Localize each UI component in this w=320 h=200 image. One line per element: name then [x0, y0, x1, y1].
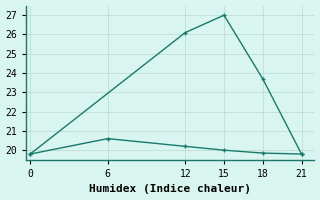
- X-axis label: Humidex (Indice chaleur): Humidex (Indice chaleur): [89, 184, 252, 194]
